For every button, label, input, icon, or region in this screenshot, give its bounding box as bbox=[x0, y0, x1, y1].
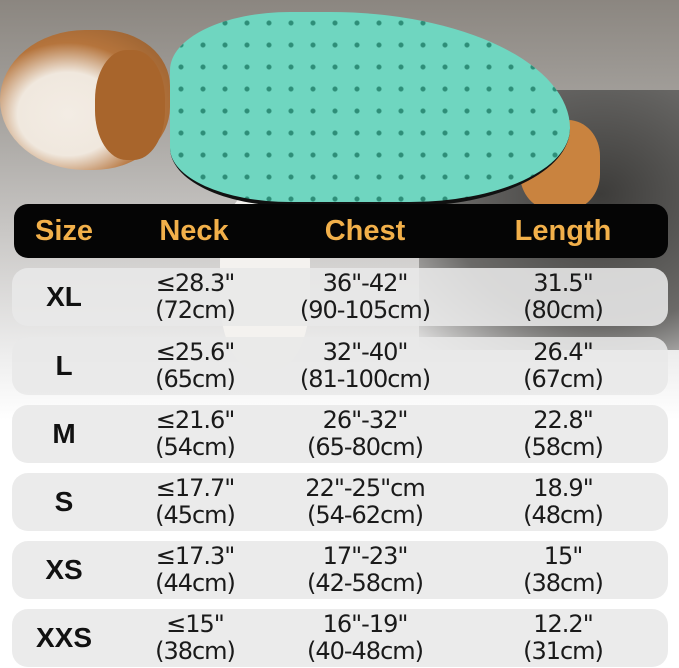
size-chart-header: Size Neck Chest Length bbox=[14, 204, 668, 258]
size-label: XL bbox=[46, 281, 82, 312]
chest-inches: 36"-42" bbox=[322, 269, 409, 297]
neck-cell: ≤17.3" (44cm) bbox=[155, 542, 236, 597]
chest-inches: 22"-25"cm bbox=[305, 474, 425, 502]
length-cell: 12.2" (31cm) bbox=[523, 610, 604, 665]
chest-cm: (65-80cm) bbox=[306, 433, 424, 461]
neck-inches: ≤21.6" bbox=[155, 406, 236, 434]
length-cm: (31cm) bbox=[523, 637, 604, 665]
length-cm: (38cm) bbox=[523, 569, 604, 597]
length-inches: 18.9" bbox=[533, 474, 593, 502]
length-inches: 26.4" bbox=[533, 338, 593, 366]
neck-inches: ≤17.3" bbox=[155, 542, 236, 570]
chest-cell: 17"-23" (42-58cm) bbox=[306, 542, 424, 597]
length-cell: 18.9" (48cm) bbox=[523, 474, 604, 529]
size-row: XL ≤28.3" (72cm) 36"-42" (90-105cm) 31.5"(… bbox=[12, 268, 668, 326]
size-row: XXS ≤15" (38cm) 16"-19" (40-48cm) 12.2" (31… bbox=[12, 609, 668, 667]
neck-cm: (38cm) bbox=[155, 637, 236, 665]
neck-cell: ≤17.7" (45cm) bbox=[155, 474, 236, 529]
length-cm: (48cm) bbox=[523, 501, 604, 529]
header-length: Length bbox=[514, 215, 612, 247]
length-cell: 22.8" (58cm) bbox=[523, 406, 604, 461]
neck-cell: ≤28.3" (72cm) bbox=[155, 269, 236, 324]
chest-inches: 16"-19" bbox=[322, 610, 409, 638]
neck-cm: (65cm) bbox=[155, 365, 236, 393]
chest-cm: (90-105cm) bbox=[299, 296, 431, 324]
chest-cell: 26"-32" (65-80cm) bbox=[306, 406, 424, 461]
header-chest: Chest bbox=[324, 215, 406, 247]
chest-inches: 32"-40" bbox=[322, 338, 409, 366]
size-row: M ≤21.6" (54cm) 26"-32" (65-80cm) 22.8" (58… bbox=[12, 405, 668, 463]
length-inches: 31.5" bbox=[533, 269, 593, 297]
chest-inches: 26"-32" bbox=[322, 406, 409, 434]
length-inches: 22.8" bbox=[533, 406, 593, 434]
size-label: XXS bbox=[35, 622, 93, 653]
cactus-print-raincoat bbox=[170, 12, 570, 206]
neck-cm: (54cm) bbox=[155, 433, 236, 461]
chest-cm: (40-48cm) bbox=[306, 637, 424, 665]
neck-cell: ≤25.6" (65cm) bbox=[155, 338, 236, 393]
size-label: XS bbox=[45, 554, 83, 585]
neck-cell: ≤21.6" (54cm) bbox=[155, 406, 236, 461]
size-row: S ≤17.7" (45cm) 22"-25"cm (54-62cm) 18.9"(… bbox=[12, 473, 668, 531]
length-inches: 12.2" bbox=[533, 610, 593, 638]
neck-inches: ≤15" bbox=[166, 610, 225, 638]
chest-cell: 32"-40" (81-100cm) bbox=[299, 338, 431, 393]
size-row: XS ≤17.3" (44cm) 17"-23" (42-58cm) 15" (38c… bbox=[12, 541, 668, 599]
neck-cm: (44cm) bbox=[155, 569, 236, 597]
chest-cell: 16"-19" (40-48cm) bbox=[306, 610, 424, 665]
length-cell: 31.5" (80cm) bbox=[523, 269, 604, 324]
neck-inches: ≤28.3" bbox=[155, 269, 236, 297]
size-label: M bbox=[52, 418, 76, 449]
size-row: L ≤25.6" (65cm) 32"-40" (81-100cm) 26.4" (6… bbox=[12, 337, 668, 395]
length-cell: 15" (38cm) bbox=[523, 542, 604, 597]
neck-inches: ≤25.6" bbox=[155, 338, 236, 366]
neck-cm: (72cm) bbox=[155, 296, 236, 324]
neck-cm: (45cm) bbox=[155, 501, 236, 529]
chest-cm: (81-100cm) bbox=[299, 365, 431, 393]
length-cell: 26.4" (67cm) bbox=[523, 338, 604, 393]
length-inches: 15" bbox=[543, 542, 584, 570]
chest-cell: 22"-25"cm (54-62cm) bbox=[305, 474, 425, 529]
size-label: L bbox=[55, 350, 73, 381]
size-label: S bbox=[54, 486, 74, 517]
chest-inches: 17"-23" bbox=[322, 542, 409, 570]
length-cm: (80cm) bbox=[523, 296, 604, 324]
neck-inches: ≤17.7" bbox=[155, 474, 236, 502]
length-cm: (58cm) bbox=[523, 433, 604, 461]
header-neck: Neck bbox=[159, 215, 229, 247]
header-size: Size bbox=[34, 215, 94, 247]
neck-cell: ≤15" (38cm) bbox=[155, 610, 236, 665]
chest-cm: (54-62cm) bbox=[306, 501, 424, 529]
chest-cell: 36"-42" (90-105cm) bbox=[299, 269, 431, 324]
length-cm: (67cm) bbox=[523, 365, 604, 393]
dog-ear bbox=[95, 50, 165, 160]
chest-cm: (42-58cm) bbox=[306, 569, 424, 597]
